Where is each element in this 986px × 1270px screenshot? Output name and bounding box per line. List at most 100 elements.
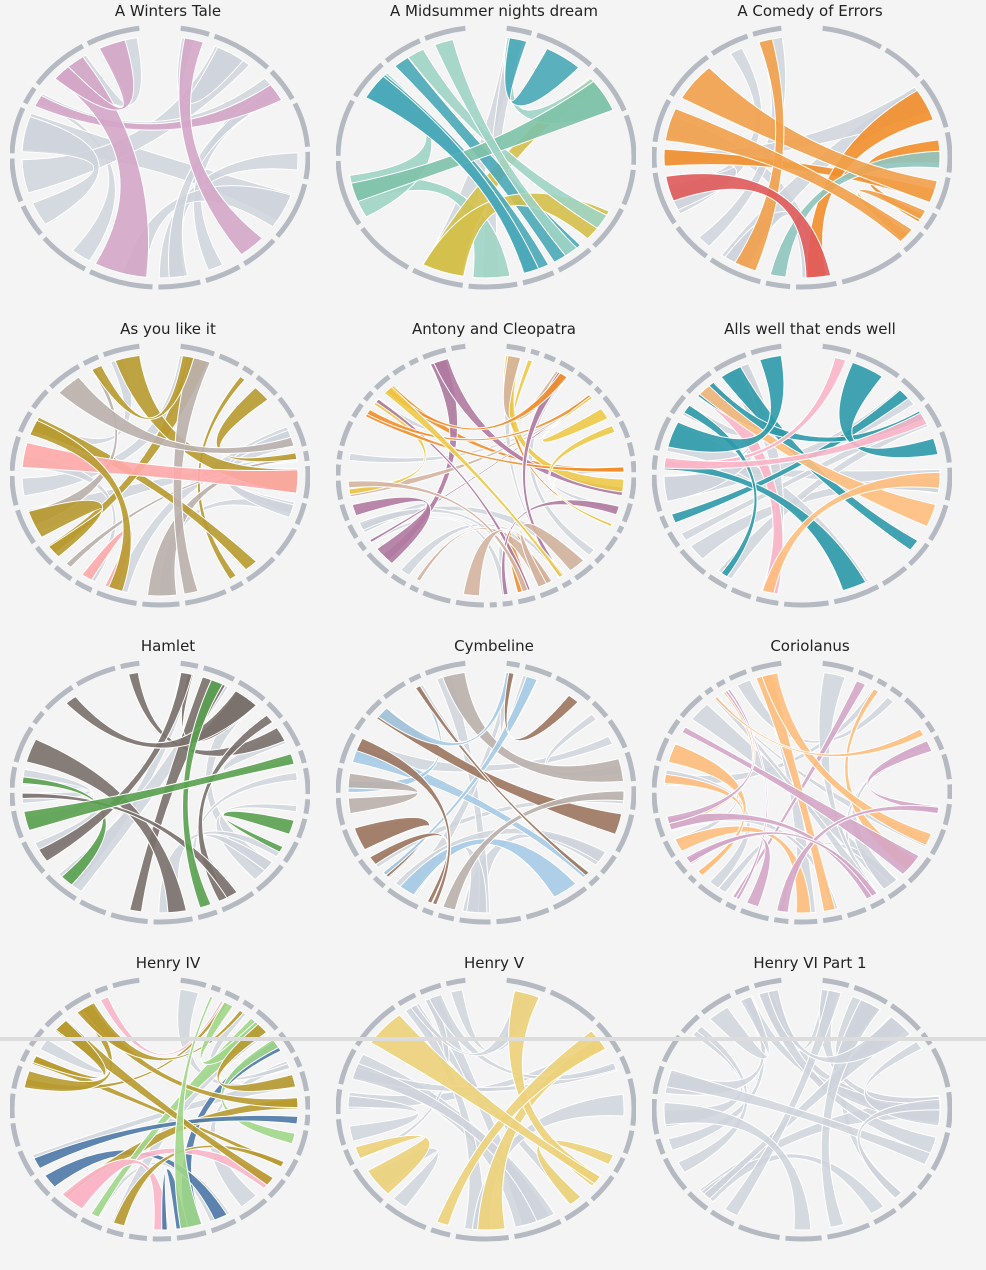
- chord-arc-segment: [158, 282, 200, 287]
- chord-arc-segment: [410, 675, 421, 680]
- chart-title: Cymbeline: [336, 637, 652, 655]
- chord-arc-segment: [525, 667, 551, 676]
- chord-arc-segment: [932, 830, 943, 854]
- chord-arc-segment: [297, 503, 304, 524]
- chord-arc-segment: [507, 980, 546, 990]
- chord-arc-segment: [630, 1079, 634, 1126]
- chord-arc-segment: [113, 980, 139, 985]
- chord-arc-segment: [883, 568, 905, 584]
- chord-arc-segment: [886, 50, 918, 77]
- chord-arc-segment: [566, 1203, 588, 1218]
- chord-arc-segment: [590, 877, 598, 885]
- chord-chart: Henry VI Part 1: [652, 952, 968, 1270]
- chord-arc-segment: [507, 663, 520, 665]
- chord-arc-segment: [736, 988, 749, 993]
- chord-arc-segment: [25, 88, 34, 103]
- chord-arc-segment: [678, 227, 707, 256]
- chord-arc-segment: [22, 1050, 28, 1061]
- chord-arc-segment: [662, 516, 667, 528]
- chord-chart: Antony and Cleopatra: [336, 318, 652, 636]
- chord-arc-segment: [560, 363, 574, 371]
- chord-arc-segment: [12, 1094, 13, 1118]
- chord-arc-segment: [307, 1115, 308, 1126]
- chord-arc-segment: [81, 902, 106, 913]
- chord-arc-segment: [859, 672, 873, 678]
- chord-arc-segment: [244, 1002, 253, 1008]
- chord-arc-segment: [654, 766, 657, 788]
- scrollbar-track[interactable]: [0, 1037, 986, 1041]
- chord-arc-segment: [654, 1099, 657, 1134]
- chord-arc-segment: [439, 915, 454, 919]
- chord-arc-segment: [306, 466, 308, 498]
- chord-arc-segment: [752, 663, 782, 669]
- chord-arc-segment: [632, 477, 634, 498]
- chord-arc-segment: [431, 1230, 450, 1235]
- chord-arc-segment: [766, 283, 790, 286]
- chord-arc-segment: [305, 451, 307, 461]
- chord-arc-segment: [919, 1174, 930, 1188]
- chord-arc-segment: [295, 104, 308, 147]
- chord-arc-segment: [338, 101, 353, 156]
- chord-arc-segment: [212, 1221, 236, 1231]
- chord-arc-segment: [657, 418, 669, 451]
- chord-arc-segment: [942, 432, 950, 463]
- chord-chart: A Midsummer nights dream: [336, 0, 652, 318]
- chord-arc-segment: [717, 681, 725, 685]
- chord-arc-segment: [296, 1057, 300, 1067]
- chord-arc-segment: [420, 985, 440, 992]
- chord-arc-segment: [97, 593, 137, 604]
- chord-arc-segment: [753, 28, 781, 34]
- chord-arc-segment: [665, 841, 673, 856]
- chord-arc-segment: [37, 547, 52, 563]
- chart-title: Coriolanus: [652, 637, 968, 655]
- chord-diagram: [652, 340, 952, 610]
- chord-arc-segment: [129, 1236, 147, 1238]
- chart-title: A Winters Tale: [10, 2, 326, 20]
- chord-arc-segment: [545, 356, 555, 360]
- chord-arc-segment: [551, 992, 594, 1020]
- chord-arc-segment: [755, 980, 782, 986]
- chord-arc-segment: [96, 987, 108, 991]
- chord-arc-segment: [198, 912, 217, 918]
- chord-arc-segment: [181, 346, 214, 354]
- chord-arc-segment: [654, 455, 656, 469]
- chord-arc-segment: [362, 228, 408, 267]
- chord-arc-segment: [285, 722, 299, 746]
- chord-arc-segment: [823, 663, 854, 670]
- chord-arc-segment: [342, 505, 347, 521]
- chord-arc-segment: [84, 357, 98, 364]
- chord-arc-segment: [469, 284, 518, 287]
- chart-title: Henry V: [336, 954, 652, 972]
- chord-chart: Hamlet: [10, 635, 326, 953]
- chord-diagram: [10, 974, 310, 1244]
- chord-arc-segment: [607, 537, 616, 550]
- chord-arc-segment: [891, 688, 901, 696]
- chord-arc-segment: [107, 1230, 123, 1235]
- chord-arc-segment: [181, 28, 209, 34]
- chord-arc-segment: [906, 699, 924, 718]
- chord-diagram: [652, 657, 952, 927]
- chord-arc-segment: [425, 28, 465, 38]
- chord-arc-segment: [299, 819, 305, 838]
- chord-arc-segment: [12, 108, 23, 153]
- chord-arc-segment: [177, 1233, 206, 1239]
- chord-arc-segment: [56, 567, 72, 579]
- chord-arc-segment: [20, 1151, 33, 1175]
- chord-arc-segment: [231, 583, 242, 589]
- chord-arc-segment: [848, 909, 866, 915]
- chord-arc-segment: [307, 1096, 308, 1109]
- chord-arc-segment: [338, 1089, 340, 1114]
- chord-arc-segment: [451, 346, 465, 348]
- chord-arc-segment: [268, 703, 281, 717]
- chord-arc-segment: [376, 377, 389, 389]
- chord-chart: A Winters Tale: [10, 0, 326, 318]
- chord-arc-segment: [456, 1236, 509, 1239]
- chord-arc-segment: [785, 1238, 821, 1239]
- chord-arc-segment: [423, 910, 433, 914]
- chord-arc-segment: [394, 366, 405, 373]
- chord-arc-segment: [344, 830, 357, 856]
- chart-title: Antony and Cleopatra: [336, 320, 652, 338]
- chord-arc-segment: [945, 804, 949, 825]
- chord-arc-segment: [423, 593, 450, 601]
